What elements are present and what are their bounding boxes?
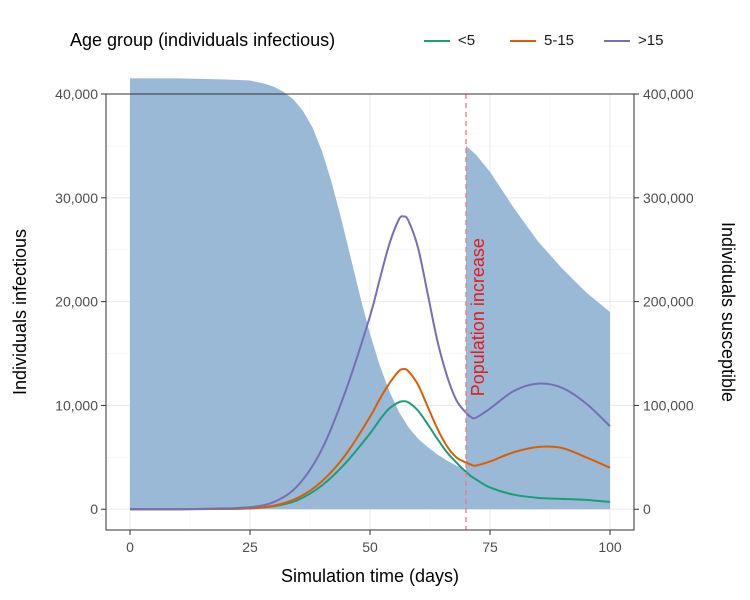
x-tick-label: 0 <box>126 539 134 555</box>
legend-swatch-over-15 <box>604 40 630 42</box>
x-axis-label: Simulation time (days) <box>281 566 459 586</box>
legend-swatch-under-5 <box>424 40 450 42</box>
legend-swatch-5-15 <box>510 40 536 42</box>
x-tick-label: 50 <box>362 539 378 555</box>
y-tick-label-left: 30,000 <box>55 190 98 206</box>
legend-label-over-15: >15 <box>638 32 664 49</box>
x-tick-label: 75 <box>482 539 498 555</box>
x-tick-label: 100 <box>598 539 622 555</box>
infectious-lines-layer <box>129 215 611 511</box>
y-tick-label-right: 200,000 <box>643 294 694 310</box>
legend-label-under-5: <5 <box>458 32 476 49</box>
y-axis-label-left: Individuals infectious <box>10 229 30 395</box>
y-tick-label-left: 20,000 <box>55 294 98 310</box>
population-increase-label: Population increase <box>468 238 488 396</box>
y-tick-label-left: 10,000 <box>55 397 98 413</box>
y-axis-label-right: Individuals susceptible <box>718 222 738 402</box>
axes: 0 25 50 75 100 0 10,000 20,000 30,000 40,000 0 100,… <box>55 86 694 555</box>
series-line-5-15 <box>129 368 611 511</box>
susceptible-area-layer <box>130 78 610 510</box>
y-tick-label-right: 400,000 <box>643 86 694 102</box>
series-line-over-15 <box>129 215 611 511</box>
annotation-layer: Population increase <box>465 94 488 530</box>
susceptible-area <box>130 78 610 510</box>
y-tick-label-left: 40,000 <box>55 86 98 102</box>
y-tick-label-left: 0 <box>90 501 98 517</box>
y-tick-label-right: 0 <box>643 501 651 517</box>
legend-label-5-15: 5-15 <box>544 32 575 49</box>
series-line-under-5 <box>129 400 611 511</box>
y-tick-label-right: 100,000 <box>643 397 694 413</box>
y-tick-label-right: 300,000 <box>643 190 694 206</box>
legend: Age group (individuals infectious) <5 5-… <box>0 30 750 58</box>
legend-title: Age group (individuals infectious) <box>70 30 336 50</box>
x-tick-label: 25 <box>242 539 258 555</box>
